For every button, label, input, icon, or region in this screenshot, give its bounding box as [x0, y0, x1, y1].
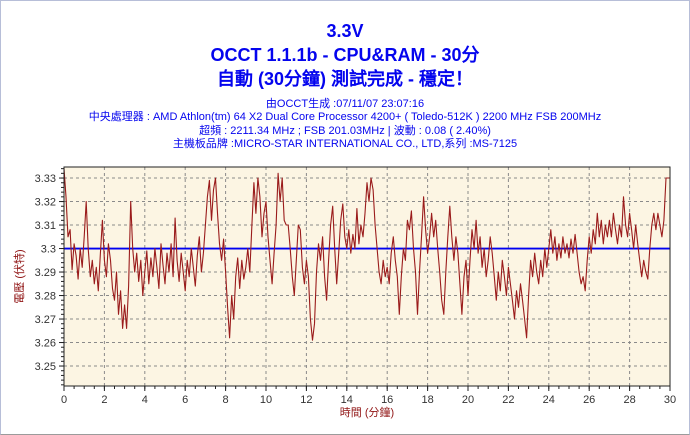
x-tick-label: 14 [341, 394, 353, 406]
y-axis-title: 電壓 (伏特) [12, 249, 26, 303]
x-tick-label: 16 [381, 394, 393, 406]
overclock-info: 超頻 : 2211.34 MHz ; FSB 201.03MHz | 波動 : … [199, 124, 491, 137]
y-tick-label: 3.29 [35, 267, 56, 279]
x-tick-label: 28 [623, 394, 635, 406]
x-tick-label: 12 [300, 394, 312, 406]
system-info: 由OCCT生成 :07/11/07 23:07:16 中央處理器 : AMD A… [1, 98, 689, 152]
test-status-title: 自動 (30分鐘) 測試完成 - 穩定！ [216, 69, 473, 89]
plot-area [64, 167, 670, 386]
motherboard-info: 主機板品牌 :MICRO-STAR INTERNATIONAL CO., LTD… [172, 138, 518, 151]
x-tick-label: 18 [421, 394, 433, 406]
test-name-title: OCCT 1.1.1b - CPU&RAM - 30分 [210, 45, 480, 65]
x-tick-label: 2 [101, 394, 107, 406]
x-tick-label: 20 [462, 394, 474, 406]
y-tick-label: 3.33 [35, 173, 56, 185]
x-tick-label: 10 [260, 394, 272, 406]
voltage-rail-title: 3.3V [326, 21, 364, 41]
cpu-info: 中央處理器 : AMD Athlon(tm) 64 X2 Dual Core P… [88, 111, 602, 124]
x-tick-label: 26 [583, 394, 595, 406]
x-tick-label: 22 [502, 394, 514, 406]
x-tick-label: 30 [664, 394, 676, 406]
y-tick-label: 3.28 [35, 291, 56, 303]
y-tick-label: 3.32 [35, 197, 56, 209]
y-tick-label: 3.26 [35, 338, 56, 350]
x-tick-label: 4 [142, 394, 148, 406]
voltage-series-line [63, 168, 670, 341]
x-tick-label: 8 [223, 394, 229, 406]
x-tick-label: 6 [182, 394, 188, 406]
y-tick-label: 3.3 [41, 244, 56, 256]
y-tick-label: 3.27 [35, 314, 56, 326]
report-header: 3.3V OCCT 1.1.1b - CPU&RAM - 30分 自動 (30分… [1, 1, 689, 91]
x-tick-label: 0 [61, 394, 67, 406]
voltage-line-chart: 0 2 4 6 8 10 12 14 16 18 20 22 24 26 28 303.253.263.273… [12, 166, 676, 419]
generated-timestamp: 由OCCT生成 :07/11/07 23:07:16 [265, 98, 425, 110]
y-tick-label: 3.25 [35, 361, 56, 373]
y-tick-label: 3.31 [35, 220, 56, 232]
x-axis-title: 時間 (分鐘) [340, 405, 394, 419]
x-tick-label: 24 [543, 394, 555, 406]
